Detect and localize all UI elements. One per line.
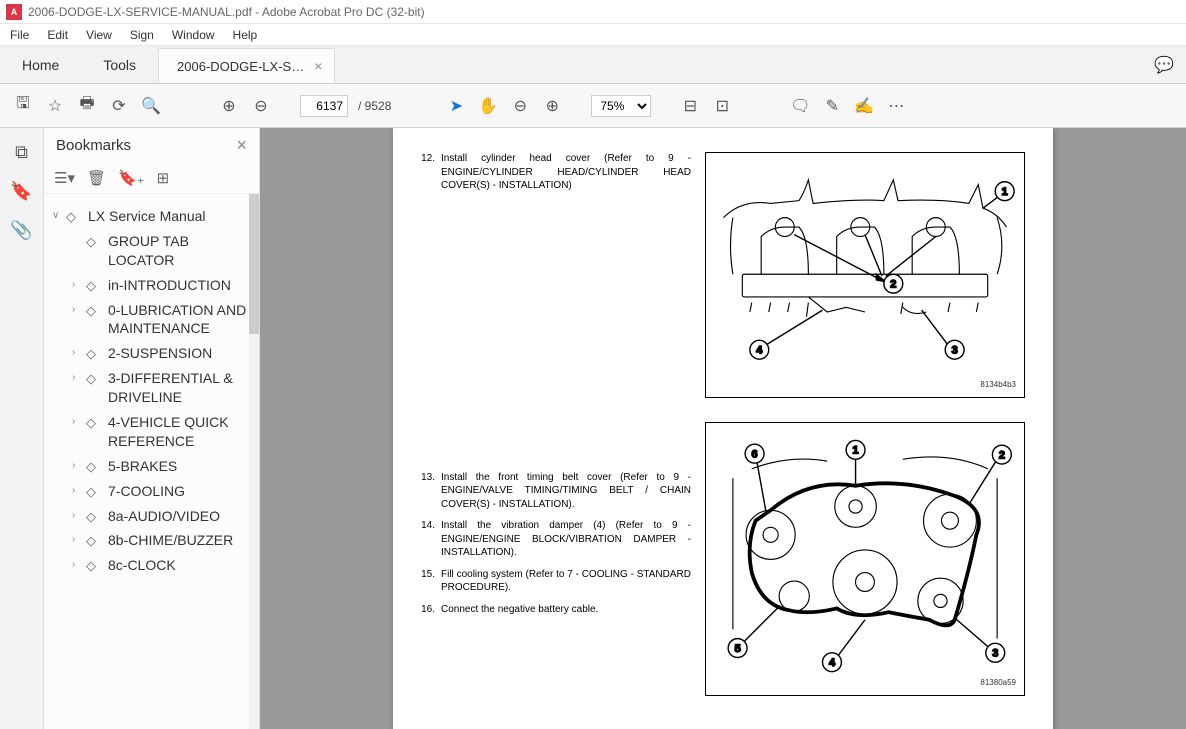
toolbar: 🖫 ☆ 🖶 ⟳ 🔍 ⊕ ⊖ / 9528 ➤ ✋ ⊖ ⊕ 75% ⊟ ⊡ 🗨 ✎… [0,84,1186,128]
app-icon: A [6,4,22,20]
tab-tools[interactable]: Tools [81,46,158,83]
menu-view[interactable]: View [86,28,112,42]
zoom-select[interactable]: 75% [591,95,651,117]
left-rail: ⧉ 🔖 📎 [0,128,44,729]
svg-text:1: 1 [852,445,858,457]
document-view[interactable]: 12.Install cylinder head cover (Refer to… [260,128,1186,729]
close-tab-icon[interactable]: × [314,58,322,74]
sign-icon[interactable]: ✍ [851,93,877,119]
text-column: 12.Install cylinder head cover (Refer to… [421,152,691,729]
bookmarks-panel: Bookmarks × ☰▾ 🗑 🔖₊ ⊞ ∨ ◇ LX Service Man… [44,128,260,729]
new-bookmark-icon[interactable]: 🔖₊ [118,169,145,187]
bookmark-item[interactable]: ◇GROUP TAB LOCATOR [50,229,257,273]
window-title-bar: A 2006-DODGE-LX-SERVICE-MANUAL.pdf - Ado… [0,0,1186,24]
delete-icon[interactable]: 🗑 [87,169,106,187]
scrollbar-thumb[interactable] [249,194,259,334]
svg-text:2: 2 [999,449,1005,461]
close-panel-icon[interactable]: × [236,135,247,156]
svg-text:3: 3 [952,345,958,357]
instruction-step: 14.Install the vibration damper (4) (Ref… [421,519,691,560]
menu-bar: File Edit View Sign Window Help [0,24,1186,46]
svg-text:5: 5 [734,643,740,655]
bookmark-item[interactable]: ›◇5-BRAKES [50,454,257,479]
bookmark-item[interactable]: ›◇8b-CHIME/BUZZER [50,528,257,553]
svg-text:6: 6 [751,448,757,460]
menu-window[interactable]: Window [172,28,215,42]
figure-1-code: 8134b4b3 [714,380,1016,389]
page-total: / 9528 [358,99,391,113]
svg-text:4: 4 [756,345,763,357]
bookmark-item[interactable]: ›◇8c-CLOCK [50,553,257,578]
svg-text:1: 1 [1002,186,1008,198]
pdf-page: 12.Install cylinder head cover (Refer to… [393,128,1053,729]
menu-file[interactable]: File [10,28,29,42]
main-area: ⧉ 🔖 📎 Bookmarks × ☰▾ 🗑 🔖₊ ⊞ ∨ ◇ LX Servi… [0,128,1186,729]
bookmarks-title: Bookmarks [56,137,131,154]
bookmark-item[interactable]: ›◇4-VEHICLE QUICK REFERENCE [50,410,257,454]
sticky-note-icon[interactable]: 🗨 [787,93,813,119]
comment-icon[interactable]: 💬 [1154,55,1174,75]
bookmark-item[interactable]: ›◇8a-AUDIO/VIDEO [50,504,257,529]
instruction-step: 16.Connect the negative battery cable. [421,603,691,617]
svg-text:4: 4 [829,657,836,669]
tab-home[interactable]: Home [0,46,81,83]
zoom-out-icon[interactable]: ⊖ [507,93,533,119]
instruction-step: 15.Fill cooling system (Refer to 7 - COO… [421,568,691,595]
thumbnails-icon[interactable]: ⧉ [15,142,28,163]
page-down-icon[interactable]: ⊖ [248,93,274,119]
bookmark-item[interactable]: ›◇7-COOLING [50,479,257,504]
instruction-step: 12.Install cylinder head cover (Refer to… [421,152,691,193]
tabs-bar: Home Tools 2006-DODGE-LX-S… × 💬 [0,46,1186,84]
bookmarks-tree: ∨ ◇ LX Service Manual ◇GROUP TAB LOCATOR… [44,194,259,729]
bookmarks-tools: ☰▾ 🗑 🔖₊ ⊞ [44,162,259,194]
menu-help[interactable]: Help [233,28,258,42]
attachments-icon[interactable]: 📎 [10,220,32,241]
figure-2-code: 81380a59 [714,678,1016,687]
pointer-icon[interactable]: ➤ [443,93,469,119]
bookmark-root[interactable]: ∨ ◇ LX Service Manual [50,204,257,229]
svg-text:3: 3 [992,648,998,660]
fit-page-icon[interactable]: ⊡ [709,93,735,119]
figure-column: 1 2 3 4 8134b4b3 [705,152,1025,729]
hand-icon[interactable]: ✋ [475,93,501,119]
bookmark-item[interactable]: ›◇0-LUBRICATION AND MAINTENANCE [50,298,257,342]
bookmarks-icon[interactable]: 🔖 [10,181,32,202]
save-icon[interactable]: 🖫 [10,93,36,119]
expand-icon[interactable]: ⊞ [157,169,170,187]
bookmark-item[interactable]: ›◇in-INTRODUCTION [50,273,257,298]
svg-text:2: 2 [890,278,896,290]
highlight-icon[interactable]: ✎ [819,93,845,119]
print-icon[interactable]: 🖶 [74,93,100,119]
figure-1: 1 2 3 4 8134b4b3 [705,152,1025,398]
figure-2: 1 2 3 4 5 6 81380a59 [705,422,1025,696]
page-number-input[interactable] [300,95,348,117]
menu-sign[interactable]: Sign [130,28,154,42]
options-icon[interactable]: ☰▾ [54,169,75,187]
share-icon[interactable]: ⟳ [106,93,132,119]
instruction-step: 13.Install the front timing belt cover (… [421,471,691,512]
search-icon[interactable]: 🔍 [138,93,164,119]
star-icon[interactable]: ☆ [42,93,68,119]
zoom-in-icon[interactable]: ⊕ [539,93,565,119]
fit-width-icon[interactable]: ⊟ [677,93,703,119]
bookmark-item[interactable]: ›◇2-SUSPENSION [50,341,257,366]
scrollbar[interactable] [249,194,259,729]
tab-document-label: 2006-DODGE-LX-S… [177,59,304,74]
page-up-icon[interactable]: ⊕ [216,93,242,119]
bookmark-item[interactable]: ›◇3-DIFFERENTIAL & DRIVELINE [50,366,257,410]
more-tools-icon[interactable]: ⋯ [883,93,909,119]
window-title: 2006-DODGE-LX-SERVICE-MANUAL.pdf - Adobe… [28,5,425,19]
menu-edit[interactable]: Edit [47,28,68,42]
tab-document[interactable]: 2006-DODGE-LX-S… × [158,48,335,83]
